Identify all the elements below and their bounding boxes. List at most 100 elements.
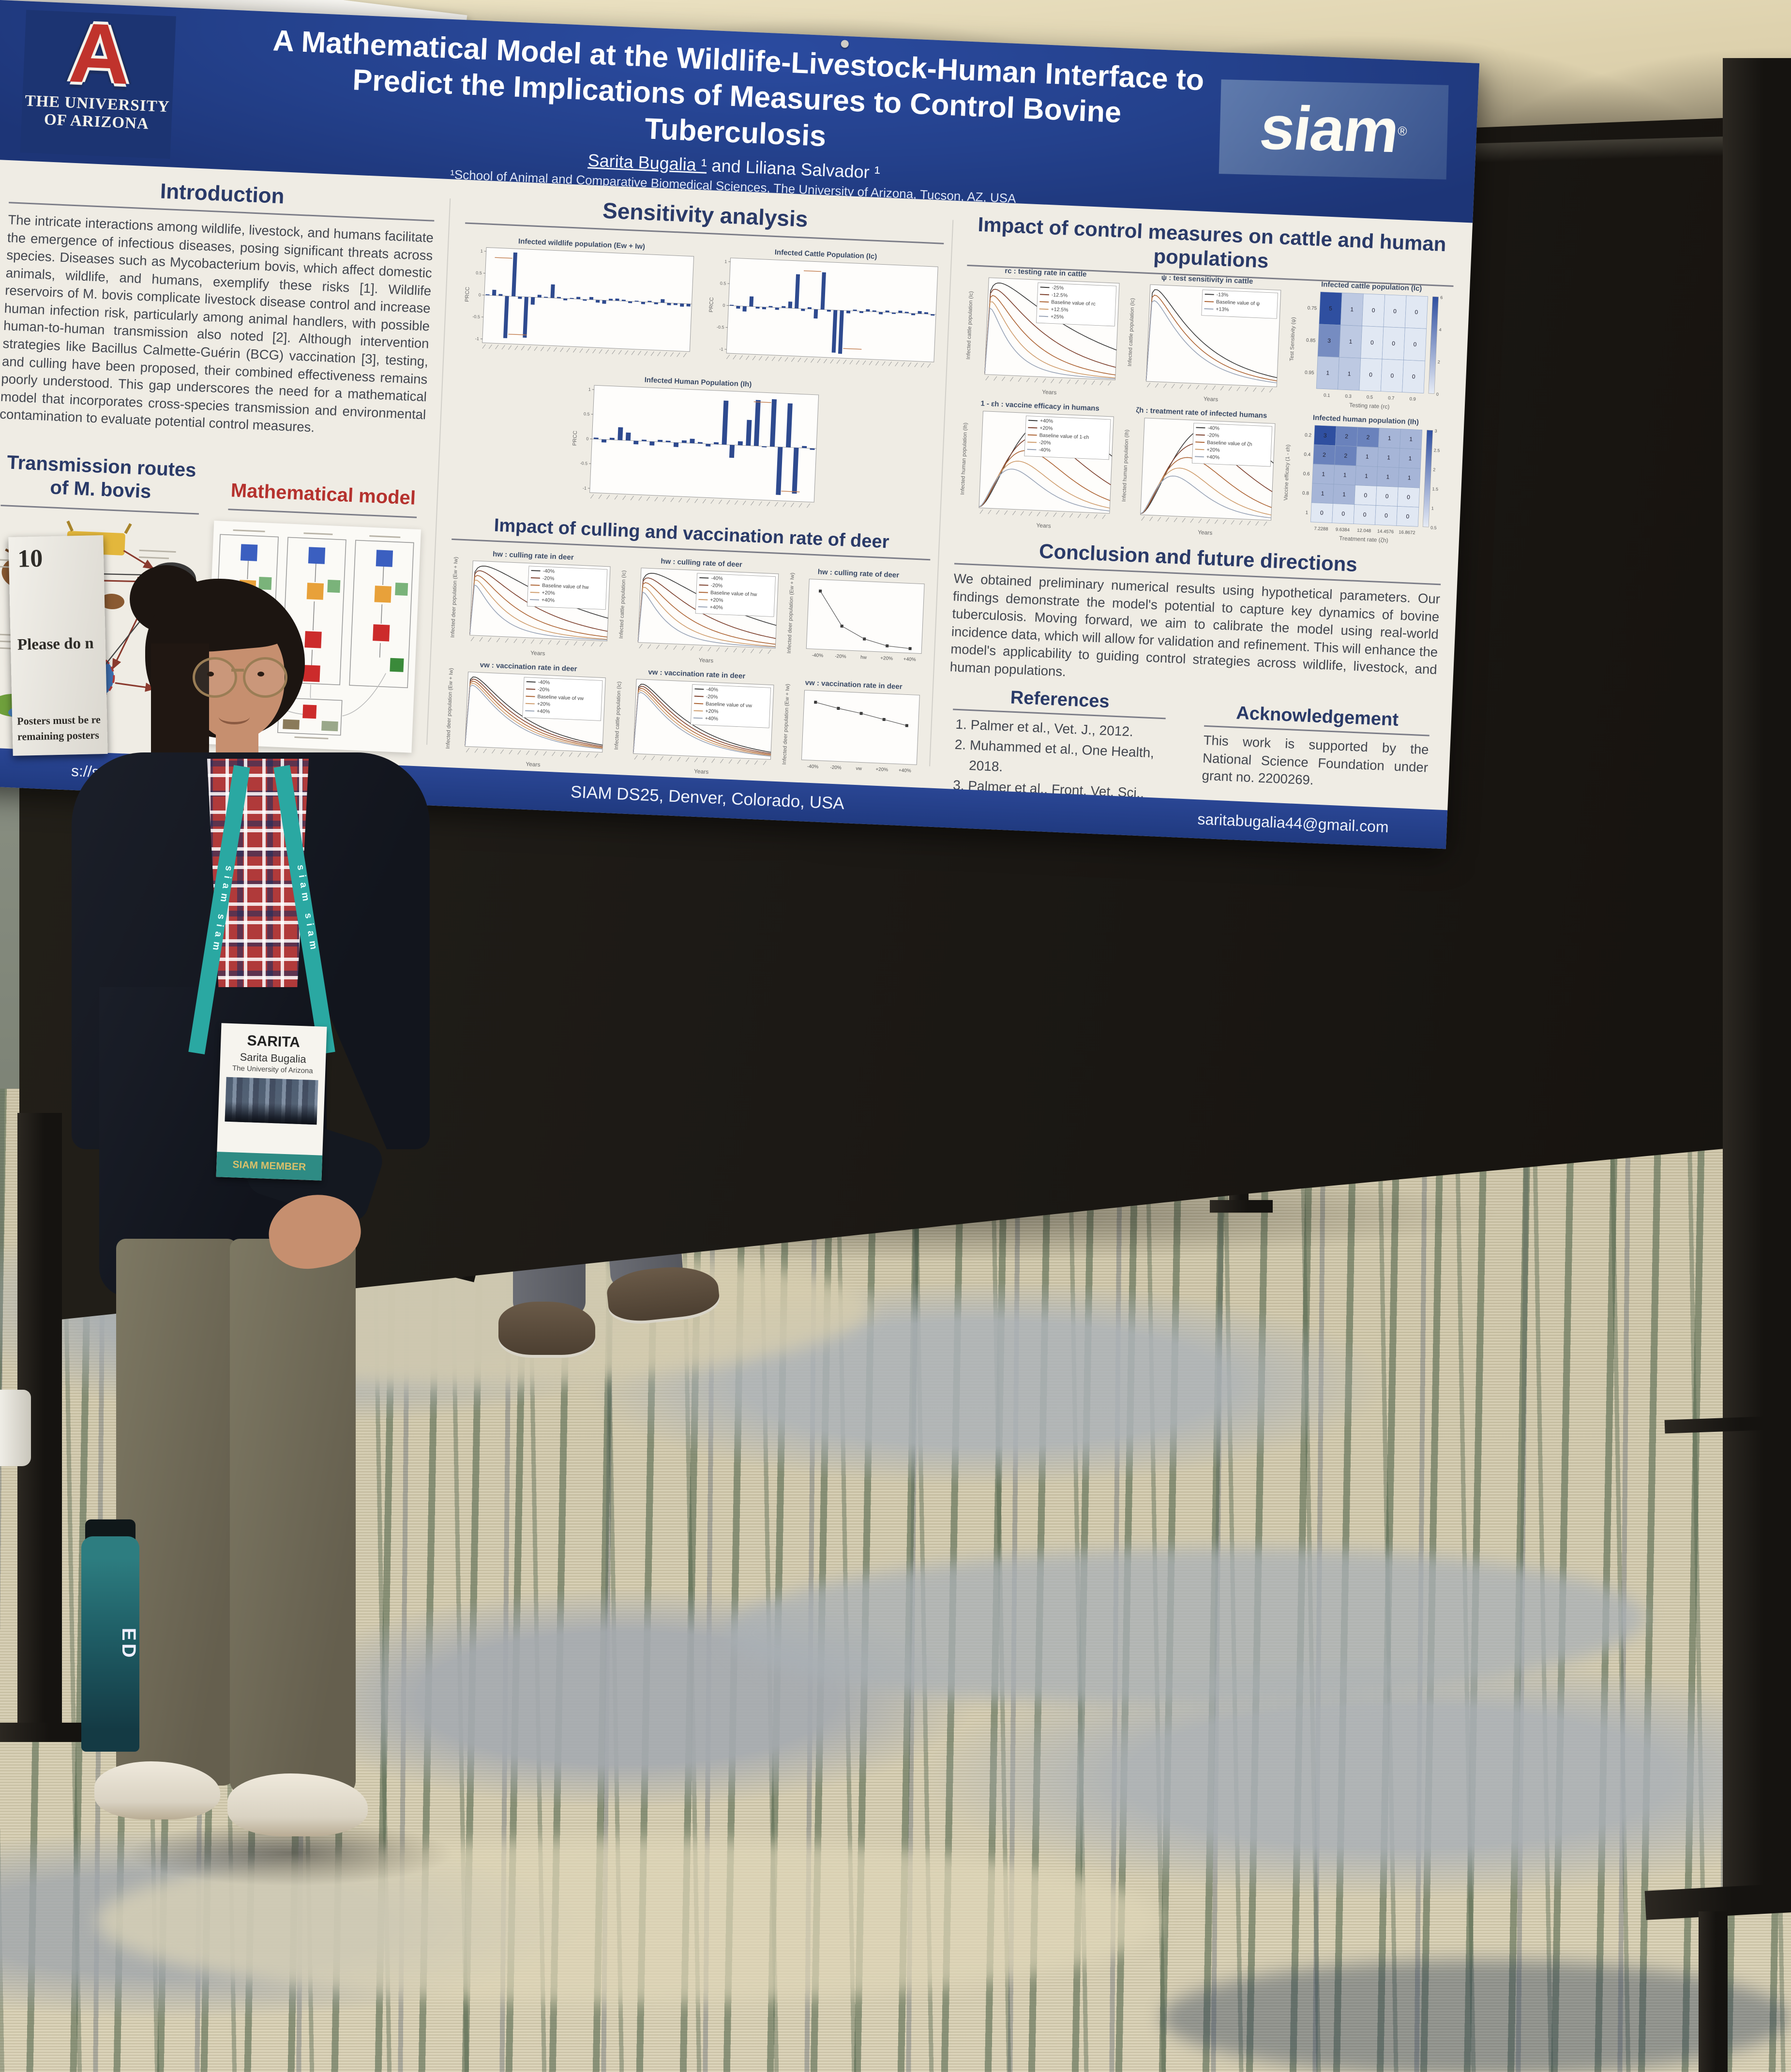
svg-text:4: 4: [1439, 327, 1441, 332]
svg-text:Infected deer population (Ew +: Infected deer population (Ew + Iw): [450, 556, 459, 638]
svg-text:-40%: -40%: [1038, 447, 1051, 453]
svg-text:PRCC: PRCC: [464, 286, 470, 302]
svg-text:hw : culling rate of deer: hw : culling rate of deer: [661, 557, 742, 569]
svg-text:+20%: +20%: [542, 590, 555, 596]
svg-text:1: 1: [1408, 474, 1412, 481]
svg-text:Test Sensitivity (ψ): Test Sensitivity (ψ): [1289, 317, 1297, 361]
svg-text:Infected cattle population (Ic: Infected cattle population (Ic): [1321, 280, 1422, 293]
svg-text:vw : vaccination rate in deer: vw : vaccination rate in deer: [648, 668, 746, 681]
svg-text:-20%: -20%: [835, 654, 846, 660]
svg-text:0.5: 0.5: [1430, 525, 1437, 530]
svg-text:Infected human population (Ih): Infected human population (Ih): [1313, 414, 1419, 426]
svg-text:Infected Cattle Population (Ic: Infected Cattle Population (Ic): [774, 248, 877, 261]
svg-text:hw : culling rate in deer: hw : culling rate in deer: [493, 550, 574, 562]
conclusion-text: We obtained preliminary numerical result…: [949, 571, 1441, 679]
svg-text:Years: Years: [694, 768, 709, 775]
svg-text:Infected wildlife population (: Infected wildlife population (Ew + Iw): [518, 237, 646, 251]
svg-text:hw: hw: [860, 655, 867, 661]
svg-text:0.3: 0.3: [1345, 394, 1352, 400]
svg-text:0: 0: [722, 303, 725, 308]
svg-text:-20%: -20%: [542, 575, 555, 582]
svg-text:0: 0: [1363, 511, 1367, 518]
svg-text:-40%: -40%: [812, 653, 824, 659]
registered-mark-icon: ®: [1397, 123, 1407, 138]
svg-text:0: 0: [1370, 339, 1374, 346]
svg-text:Years: Years: [1198, 529, 1213, 536]
svg-text:2.5: 2.5: [1434, 448, 1440, 453]
svg-text:Years: Years: [530, 649, 545, 657]
section-heading-model: Mathematical model: [230, 480, 416, 509]
svg-text:+40%: +40%: [542, 597, 555, 603]
svg-text:+40%: +40%: [705, 716, 719, 722]
svg-text:0.6: 0.6: [1303, 471, 1310, 477]
svg-text:3: 3: [1324, 432, 1327, 439]
svg-text:Years: Years: [1036, 522, 1051, 529]
svg-text:+13%: +13%: [1216, 306, 1229, 313]
chart-culling-deer: hw : culling rate in deer Infected deer p…: [447, 546, 616, 661]
svg-text:0.8: 0.8: [1302, 491, 1309, 496]
svg-text:1: 1: [1326, 370, 1330, 376]
chart-vaccination-cattle: vw : vaccination rate in deer Infected ca…: [610, 665, 779, 779]
svg-text:6: 6: [1440, 295, 1443, 300]
poster-body: Introduction The intricate interactions …: [0, 160, 1473, 815]
svg-text:2: 2: [1345, 433, 1349, 440]
chart-test-sensitivity-cattle: ψ : test sensitivity in cattle Infected c…: [1123, 270, 1286, 406]
svg-text:+20%: +20%: [710, 597, 723, 603]
glasses-left-lens: [193, 657, 237, 698]
svg-text:9.6384: 9.6384: [1336, 527, 1350, 533]
svg-text:0.2: 0.2: [1305, 433, 1312, 438]
svg-text:12.048: 12.048: [1357, 528, 1371, 534]
svg-text:-20%: -20%: [1207, 432, 1219, 438]
section-heading-sensitivity: Sensitivity analysis: [602, 197, 809, 232]
svg-text:0: 0: [1385, 512, 1388, 519]
svg-text:+40%: +40%: [1206, 454, 1220, 460]
svg-text:0: 0: [1369, 371, 1373, 378]
svg-text:-40%: -40%: [807, 764, 819, 770]
svg-text:1: 1: [1350, 306, 1354, 313]
svg-text:-0.5: -0.5: [472, 314, 480, 319]
svg-text:2: 2: [1433, 467, 1435, 472]
divider: [228, 509, 417, 518]
left-eye: [207, 672, 214, 676]
chart-testing-rate-cattle: rc : testing rate in cattle Infected catt…: [962, 263, 1125, 400]
svg-text:Testing rate (rc): Testing rate (rc): [1349, 402, 1390, 410]
svg-text:Infected cattle population (Ic: Infected cattle population (Ic): [965, 291, 974, 360]
conference-badge: SARITA Sarita Bugalia The University of …: [216, 1023, 327, 1181]
svg-text:1: 1: [1321, 490, 1324, 497]
svg-text:0.95: 0.95: [1305, 370, 1314, 376]
svg-text:0.7: 0.7: [1388, 395, 1395, 401]
svg-text:2: 2: [1344, 452, 1348, 459]
poster: A THE UNIVERSITY OF ARIZONA A Mathematic…: [0, 0, 1480, 849]
svg-text:Baseline value of vw: Baseline value of vw: [537, 694, 584, 702]
svg-text:-0.5: -0.5: [717, 325, 724, 330]
svg-text:3: 3: [1327, 337, 1331, 344]
chart-culling-summary: hw : culling rate of deer Infected deer p…: [783, 565, 930, 673]
svg-text:vw: vw: [856, 766, 862, 772]
svg-text:Years: Years: [526, 761, 541, 768]
chart-prcc-wildlife: Infected wildlife population (Ew + Iw) PR…: [459, 233, 699, 371]
badge-skyline-photo: [225, 1077, 318, 1125]
university-of-arizona-logo: A THE UNIVERSITY OF ARIZONA: [20, 5, 176, 159]
svg-text:1: 1: [1386, 473, 1390, 480]
svg-text:PRCC: PRCC: [708, 297, 715, 313]
svg-text:0.4: 0.4: [1304, 452, 1311, 458]
chart-vaccine-efficacy-humans: 1 - εh : vaccine efficacy in humans Infec…: [956, 397, 1119, 533]
svg-text:Baseline value of vw: Baseline value of vw: [706, 701, 753, 709]
svg-text:1: 1: [1409, 435, 1413, 442]
svg-text:0: 0: [1406, 513, 1410, 520]
board-right-foot-rail: [1699, 1911, 1728, 2072]
board-left-foot: [0, 1723, 82, 1742]
svg-text:0: 0: [1393, 308, 1397, 315]
water-bottle: ED: [81, 1536, 139, 1752]
badge-member-ribbon: SIAM MEMBER: [216, 1152, 323, 1181]
svg-text:1: 1: [1431, 506, 1434, 510]
svg-text:7.2288: 7.2288: [1314, 526, 1328, 532]
svg-text:1: 1: [724, 259, 727, 264]
svg-text:1: 1: [1387, 454, 1391, 461]
smile: [219, 709, 250, 724]
svg-text:0.5: 0.5: [476, 270, 482, 276]
svg-text:-40%: -40%: [706, 687, 718, 693]
svg-text:1: 1: [1342, 491, 1346, 498]
author-separator: and: [706, 155, 746, 177]
